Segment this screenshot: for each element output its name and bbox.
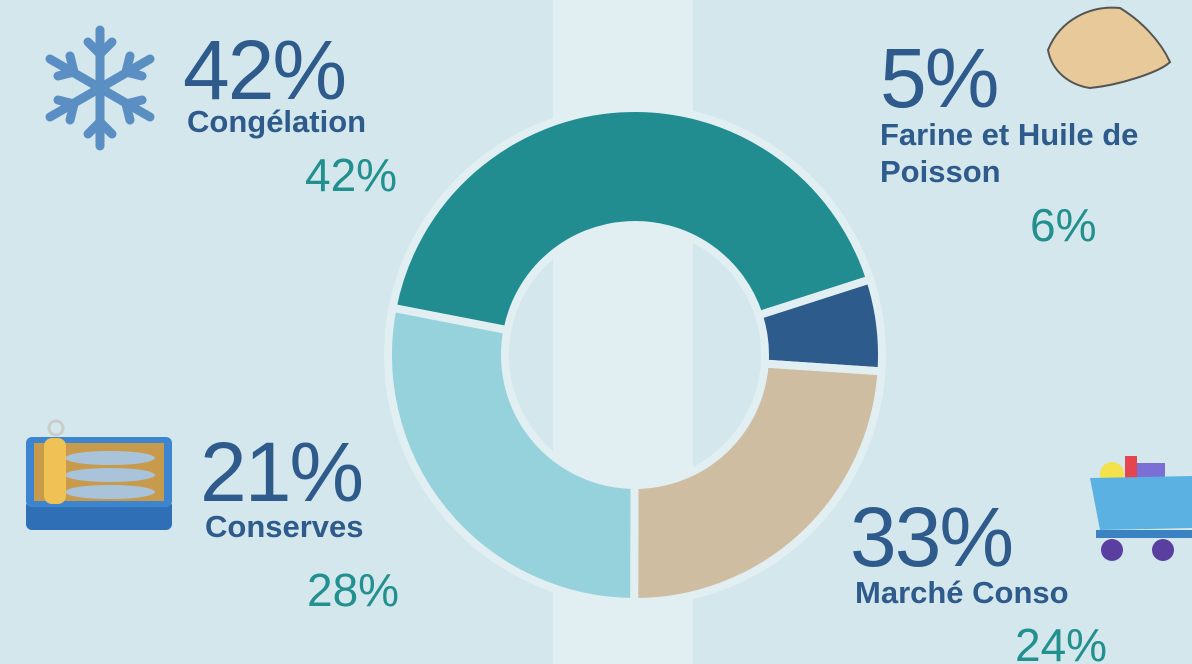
flour-icon <box>1048 8 1170 88</box>
value-label: 24% <box>1015 622 1107 664</box>
infographic: 42%Congélation42%5%Farine et Huile de Po… <box>0 0 1192 664</box>
headline-percent: 33% <box>850 495 1012 579</box>
cart-icon <box>1090 456 1192 561</box>
headline-percent: 42% <box>183 28 345 112</box>
donut-segment <box>634 364 881 602</box>
headline-percent: 5% <box>880 36 997 120</box>
headline-percent: 21% <box>200 430 362 514</box>
snowflake-icon <box>50 30 150 146</box>
value-label: 6% <box>1030 202 1096 248</box>
sardine-can-icon <box>26 421 172 530</box>
donut-chart <box>0 0 1192 664</box>
category-label: Marché Conso <box>855 574 1069 611</box>
value-label: 42% <box>305 152 397 198</box>
category-label: Congélation <box>187 103 366 140</box>
donut-segment <box>393 108 871 330</box>
donut-segment <box>388 308 635 602</box>
value-label: 28% <box>307 567 399 613</box>
category-label: Farine et Huile de Poisson <box>880 116 1150 190</box>
category-label: Conserves <box>205 508 364 545</box>
